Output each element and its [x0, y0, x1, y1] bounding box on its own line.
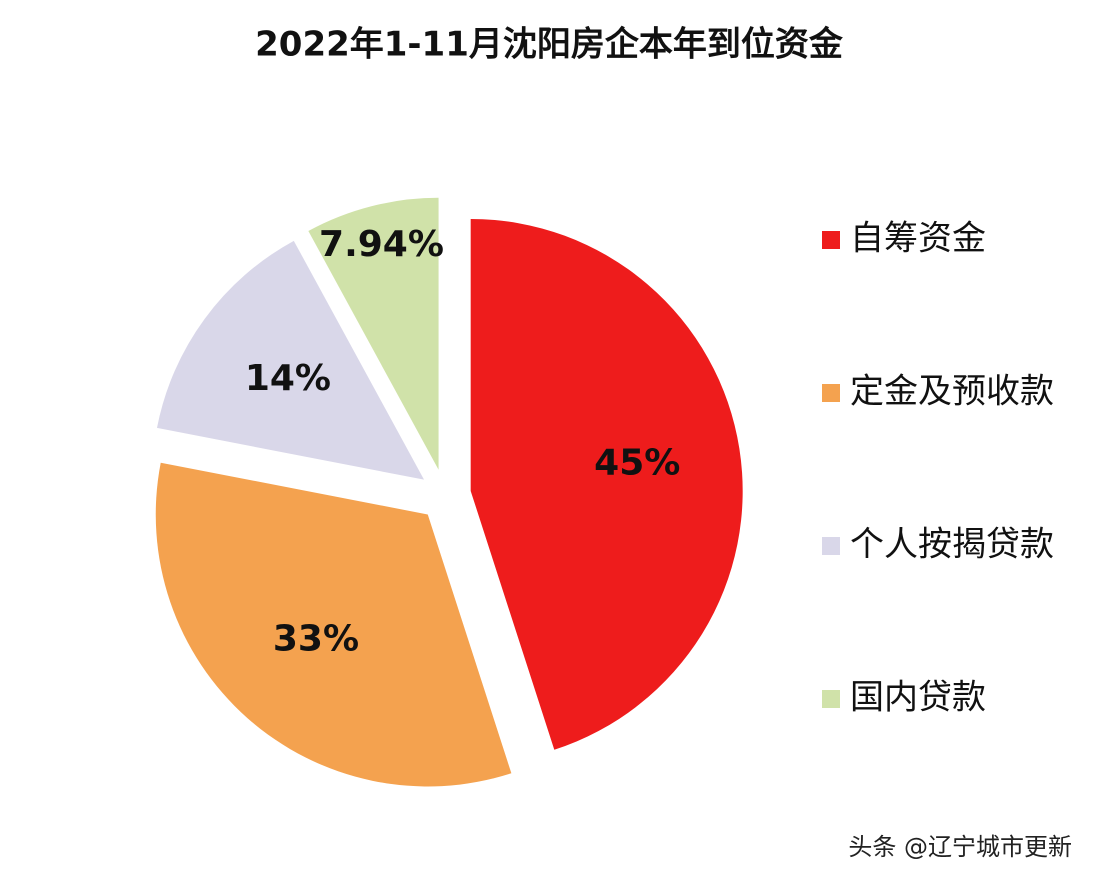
legend-swatch: [822, 231, 840, 249]
pie-slice: [308, 197, 439, 470]
pie-slice: [470, 218, 743, 750]
data-label: 33%: [273, 619, 359, 660]
legend-swatch: [822, 690, 840, 708]
legend-label: 国内贷款: [850, 678, 986, 718]
data-label: 45%: [594, 443, 680, 484]
pie-slice: [156, 240, 425, 480]
data-label: 14%: [245, 358, 331, 399]
legend-swatch: [822, 384, 840, 402]
legend-label: 定金及预收款: [850, 372, 1054, 412]
pie-slice: [155, 462, 512, 787]
data-label: 7.94%: [319, 224, 444, 265]
legend-label: 自筹资金: [850, 219, 986, 259]
legend-swatch: [822, 537, 840, 555]
watermark: 头条 @辽宁城市更新: [848, 833, 1072, 861]
legend-label: 个人按揭贷款: [850, 525, 1054, 565]
chart-title: 2022年1-11月沈阳房企本年到位资金: [255, 25, 844, 65]
